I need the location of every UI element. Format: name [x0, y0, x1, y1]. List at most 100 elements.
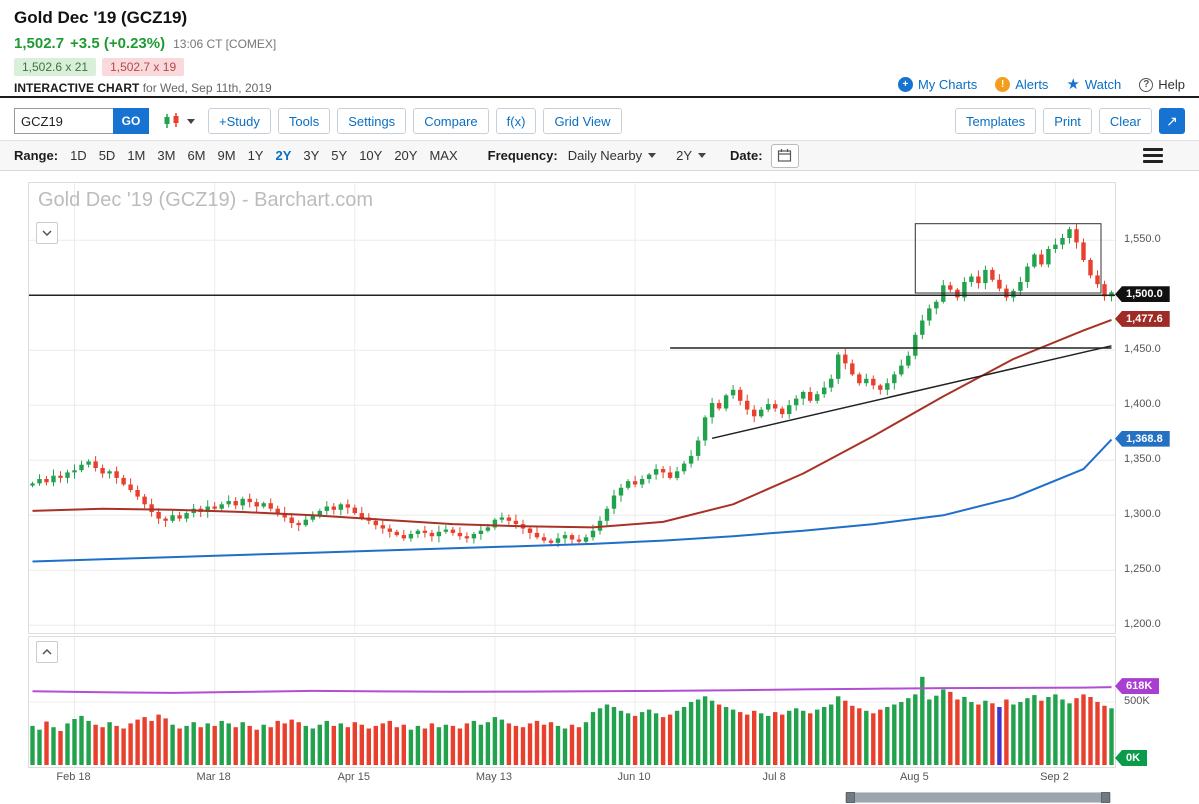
help-icon: ? — [1139, 77, 1154, 92]
price-badge: 1,500.0 — [1115, 286, 1170, 303]
x-axis-label: Sep 2 — [1040, 771, 1069, 783]
range-option-1Y[interactable]: 1Y — [247, 148, 264, 163]
price-axis-label: 1,200.0 — [1124, 618, 1161, 631]
range-option-MAX[interactable]: MAX — [429, 148, 458, 163]
range-option-10Y[interactable]: 10Y — [359, 148, 383, 163]
x-axis-label: May 13 — [475, 771, 512, 783]
alerts-label: Alerts — [1015, 77, 1049, 92]
price-axis: 1,200.0 1,250.0 1,300.0 1,350.0 1,400.0 1,450… — [1115, 182, 1199, 634]
range-bar: Range: 1D 5D 1M 3M 6M 9M 1Y 2Y 3Y 5Y 10Y 20Y MAX Fre… — [0, 140, 1199, 171]
settings-button[interactable]: Settings — [337, 108, 407, 134]
templates-button[interactable]: Templates — [954, 108, 1037, 134]
x-axis: Feb 18 Mar 18 Apr 15 May 13 Jun 10 Jul 8 Aug 5… — [28, 771, 1114, 787]
x-axis-label: Jun 10 — [617, 771, 651, 783]
compare-button[interactable]: Compare — [413, 108, 489, 134]
toolbar-right: Templates Print Clear ↗ — [954, 108, 1185, 134]
period-value: 2Y — [676, 148, 693, 163]
chevron-down-icon — [42, 230, 52, 236]
frequency-label: Frequency: — [487, 148, 558, 163]
print-button[interactable]: Print — [1043, 108, 1092, 134]
range-option-1M[interactable]: 1M — [127, 148, 146, 163]
range-option-2Y[interactable]: 2Y — [275, 148, 292, 163]
page-title: Gold Dec '19 (GCZ19) — [14, 8, 188, 27]
chevron-up-icon — [42, 649, 52, 655]
tools-button[interactable]: Tools — [277, 108, 331, 134]
my-charts-link[interactable]: + My Charts — [897, 77, 978, 92]
last-price: 1,502.7 — [14, 35, 65, 52]
range-option-6M[interactable]: 6M — [187, 148, 206, 163]
price-change: +3.5 (+0.23%) — [70, 35, 166, 52]
help-label: Help — [1158, 77, 1185, 92]
chart-type-dropdown[interactable] — [162, 113, 195, 129]
volume-badge: 0K — [1115, 750, 1148, 766]
price-badge: 1,368.8 — [1115, 430, 1170, 447]
range-option-1D[interactable]: 1D — [70, 148, 87, 163]
bid-ask-row: 1,502.6 x 21 1,502.7 x 19 — [14, 58, 185, 76]
range-label: Range: — [14, 148, 59, 163]
price-axis-label: 1,450.0 — [1124, 343, 1161, 356]
toolbar-left: GO +Study Tools Settings Compare f(x) Gr… — [14, 108, 622, 134]
x-axis-label: Feb 18 — [56, 771, 91, 783]
x-axis-label: Apr 15 — [337, 771, 371, 783]
price-axis-label: 1,300.0 — [1124, 508, 1161, 521]
interactive-chart-caption: INTERACTIVE CHART for Wed, Sep 11th, 201… — [14, 81, 272, 95]
range-option-20Y[interactable]: 20Y — [394, 148, 418, 163]
chart-scrollbar[interactable] — [845, 792, 1111, 803]
watch-label: Watch — [1084, 77, 1122, 92]
volume-badge: 618K — [1115, 678, 1160, 695]
watch-link[interactable]: ★ Watch — [1066, 77, 1121, 92]
frequency-value: Daily Nearby — [567, 148, 643, 163]
header-links: + My Charts ! Alerts ★ Watch ? Help — [897, 77, 1185, 92]
help-link[interactable]: ? Help — [1139, 77, 1185, 92]
price-badge: 1,477.6 — [1115, 310, 1170, 327]
volume-pane[interactable] — [28, 636, 1116, 768]
range-option-3Y[interactable]: 3Y — [303, 148, 320, 163]
volume-axis: 500K 618K 0K — [1115, 636, 1199, 772]
add-study-button[interactable]: +Study — [208, 108, 271, 134]
date-label: Date: — [730, 148, 763, 163]
scrollbar-right-grip[interactable] — [1101, 792, 1110, 803]
my-charts-label: My Charts — [917, 77, 978, 92]
expand-chart-button[interactable]: ↗ — [1159, 108, 1185, 134]
collapse-volume-pane-button[interactable] — [36, 641, 58, 663]
candlestick-type-icon — [164, 113, 179, 128]
alerts-icon: ! — [995, 77, 1011, 92]
chart-menu-icon[interactable] — [1143, 148, 1163, 163]
volume-chart-svg[interactable] — [29, 637, 1115, 767]
clear-button[interactable]: Clear — [1098, 108, 1152, 134]
scrollbar-thumb[interactable] — [846, 792, 1110, 803]
range-options: 1D 5D 1M 3M 6M 9M 1Y 2Y 3Y 5Y 10Y 20Y MAX — [70, 148, 458, 163]
range-option-5Y[interactable]: 5Y — [331, 148, 348, 163]
price-pane[interactable] — [28, 182, 1116, 634]
price-chart-svg[interactable] — [29, 183, 1115, 633]
header-divider — [0, 96, 1199, 98]
frequency-dropdown[interactable]: Daily Nearby — [567, 148, 657, 163]
watch-star-icon: ★ — [1066, 76, 1080, 93]
price-axis-label: 1,350.0 — [1124, 453, 1161, 466]
chevron-down-icon — [698, 153, 707, 158]
collapse-price-pane-button[interactable] — [36, 222, 58, 244]
x-axis-label: Aug 5 — [899, 771, 929, 783]
scrollbar-left-grip[interactable] — [846, 792, 855, 803]
quote-time: 13:06 CT [COMEX] — [173, 37, 277, 51]
x-axis-label: Mar 18 — [196, 771, 231, 783]
price-axis-label: 1,400.0 — [1124, 398, 1161, 411]
symbol-input[interactable] — [14, 108, 113, 134]
calendar-button[interactable] — [770, 143, 799, 168]
chart-watermark: Gold Dec '19 (GCZ19) - Barchart.com — [38, 189, 374, 211]
range-option-9M[interactable]: 9M — [217, 148, 236, 163]
range-option-5D[interactable]: 5D — [98, 148, 116, 163]
go-button[interactable]: GO — [113, 108, 149, 134]
interactive-chart-date: for Wed, Sep 11th, 2019 — [142, 81, 272, 95]
bid-chip: 1,502.6 x 21 — [14, 58, 97, 76]
volume-axis-label: 500K — [1124, 695, 1150, 707]
alerts-link[interactable]: ! Alerts — [995, 77, 1048, 92]
grid-view-button[interactable]: Grid View — [543, 108, 622, 134]
calendar-icon — [777, 149, 792, 162]
period-dropdown[interactable]: 2Y — [676, 148, 707, 163]
my-charts-icon: + — [897, 77, 913, 92]
fx-button[interactable]: f(x) — [495, 108, 537, 134]
x-axis-label: Jul 8 — [762, 771, 786, 783]
range-option-3M[interactable]: 3M — [157, 148, 176, 163]
